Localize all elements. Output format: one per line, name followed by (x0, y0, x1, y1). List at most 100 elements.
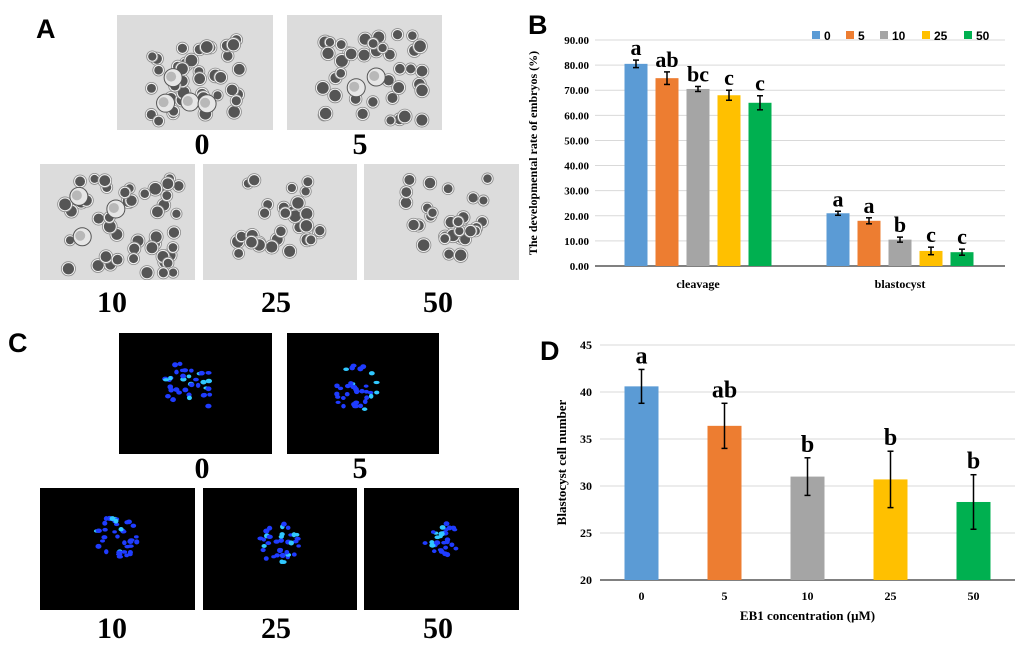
legend-swatch-0 (812, 31, 820, 39)
nucleus (358, 403, 364, 409)
nucleus (200, 379, 207, 385)
nucleus (281, 521, 287, 527)
nuclei-cluster (257, 521, 301, 565)
embryo-cytoplasm (276, 226, 286, 237)
x-category-label: blastocyst (875, 277, 926, 291)
nucleus (176, 390, 182, 395)
caption-a-25: 25 (261, 286, 291, 319)
embryo-cytoplasm (336, 69, 346, 78)
nucleus (95, 543, 102, 549)
embryo-cytoplasm (453, 217, 463, 227)
nucleus (95, 528, 102, 534)
bar-5 (707, 425, 742, 580)
bar-blastocyst-10 (888, 239, 912, 266)
x-category-label: cleavage (676, 277, 720, 291)
nucleus (186, 395, 192, 401)
embryo-cytoplasm (200, 41, 213, 53)
nucleus (180, 373, 187, 379)
nucleus (335, 400, 341, 405)
nucleus (102, 520, 108, 526)
embryo-cytoplasm (92, 260, 104, 271)
embryo-cytoplasm (378, 43, 387, 53)
nucleus (340, 396, 346, 401)
embryo-cytoplasm (233, 63, 245, 75)
embryo-cytoplasm (289, 210, 301, 222)
nucleus (260, 548, 266, 553)
micrograph-a-25 (203, 164, 357, 280)
nucleus (102, 527, 108, 532)
x-axis-label: EB1 concentration (μM) (740, 608, 875, 623)
fluorescence-c-10 (40, 488, 195, 610)
y-tick-label: 80.00 (564, 60, 589, 72)
embryo-cytoplasm (168, 243, 178, 252)
x-tick-label: 25 (885, 589, 897, 603)
legend-label-50: 50 (976, 29, 990, 43)
y-tick-label: 30.00 (564, 186, 589, 198)
embryo-cytoplasm (301, 208, 313, 220)
nucleus (263, 528, 270, 534)
y-tick-label: 10.00 (564, 236, 589, 248)
caption-c-5: 5 (352, 452, 368, 485)
nucleus (195, 382, 201, 388)
embryo-cytoplasm (345, 48, 357, 60)
legend-swatch-5 (846, 31, 854, 39)
embryo-cytoplasm (120, 187, 130, 198)
nucleus (343, 367, 350, 372)
nucleus (116, 554, 124, 559)
nucleus (173, 387, 180, 392)
embryo-cytoplasm (357, 108, 368, 119)
significance-letter: a (864, 193, 875, 218)
nucleus (449, 542, 455, 548)
blastocyst-mass (71, 190, 82, 201)
nucleus (174, 369, 179, 375)
nucleus (431, 549, 437, 554)
embryo-cytoplasm (141, 267, 153, 279)
embryo-cytoplasm (246, 236, 257, 248)
caption-a-5: 5 (352, 128, 368, 161)
nuclei-cluster (422, 521, 459, 558)
nucleus (266, 534, 273, 540)
nucleus (133, 535, 139, 539)
bar-blastocyst-0 (826, 213, 850, 266)
nucleus (284, 550, 290, 555)
nucleus (273, 539, 280, 544)
embryo-cytoplasm (400, 197, 412, 208)
embryo-cytoplasm (177, 43, 188, 53)
embryo-cytoplasm (316, 82, 329, 94)
blastocyst-mass (349, 81, 360, 92)
nucleus (113, 522, 120, 527)
embryo-cluster (57, 172, 186, 280)
nucleus (130, 523, 137, 528)
y-tick-label: 60.00 (564, 110, 589, 122)
nucleus (373, 380, 380, 385)
embryo-cytoplasm (358, 49, 370, 61)
nuclei-cluster (162, 361, 213, 409)
bar-0 (624, 386, 659, 580)
y-tick-label: 35 (580, 432, 592, 446)
nucleus (257, 536, 264, 541)
embryo-cytoplasm (163, 258, 173, 268)
embryo-cytoplasm (259, 208, 270, 218)
embryo-cytoplasm (303, 177, 313, 187)
nucleus (433, 540, 441, 546)
embryo-cytoplasm (444, 249, 454, 259)
nucleus (291, 532, 297, 538)
blastocyst-mass (166, 71, 177, 82)
y-tick-label: 40.00 (564, 161, 589, 173)
significance-letter: b (967, 449, 980, 475)
nuclei-cluster (334, 363, 380, 411)
embryo-cytoplasm (408, 219, 419, 231)
embryo-cytoplasm (150, 231, 162, 243)
embryo-cytoplasm (483, 174, 492, 183)
nucleus (180, 377, 187, 382)
nucleus (446, 525, 453, 531)
embryo-cytoplasm (154, 116, 164, 126)
embryo-cytoplasm (162, 178, 174, 190)
caption-c-10: 10 (97, 612, 127, 645)
embryo-cytoplasm (162, 191, 172, 200)
nucleus (362, 399, 368, 405)
embryo-cytoplasm (194, 73, 206, 85)
embryo-cytoplasm (146, 242, 158, 254)
embryo-cytoplasm (300, 220, 313, 232)
nucleus (353, 400, 360, 405)
